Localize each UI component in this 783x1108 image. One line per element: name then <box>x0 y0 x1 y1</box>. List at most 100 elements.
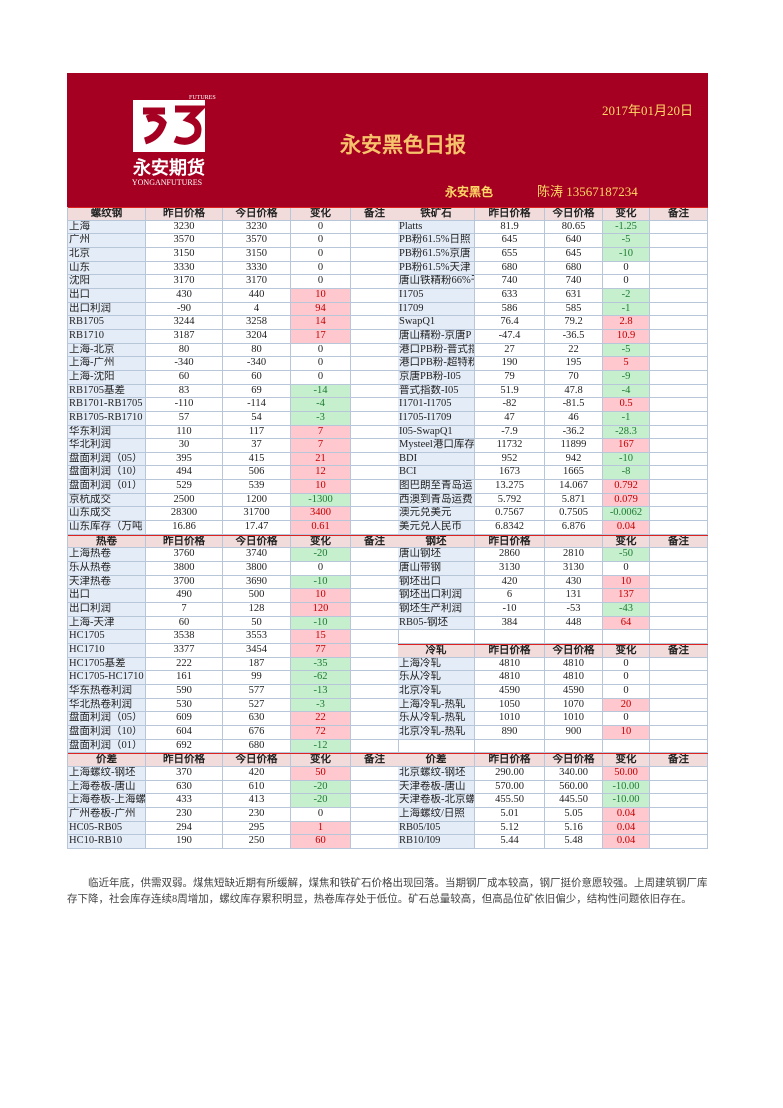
data-row: HC1705基差 222 187 -35 <box>68 657 399 672</box>
cell: 577 <box>223 684 291 699</box>
row-name: HC05-RB05 <box>68 821 146 836</box>
cell <box>650 589 708 604</box>
cell: 0 <box>603 684 650 699</box>
cell: 0 <box>291 562 351 576</box>
cell: 15 <box>291 630 351 644</box>
cell: 99 <box>223 671 291 685</box>
cell: 952 <box>475 452 545 467</box>
cell: 110 <box>146 425 223 440</box>
cell: 3170 <box>223 275 291 289</box>
cell <box>351 521 399 535</box>
row-name: RB1701-RB1705 <box>68 398 146 412</box>
row-name: PB粉61.5%日照 <box>398 234 475 248</box>
cell <box>351 712 399 726</box>
cell: 586 <box>475 302 545 317</box>
cell: 645 <box>545 247 603 262</box>
row-name: 上海卷板-上海螺 <box>68 794 146 808</box>
cell: -4 <box>603 384 650 399</box>
data-row: RB1710 3187 3204 17 <box>68 329 399 344</box>
cell: 77 <box>291 644 351 658</box>
cell: 3187 <box>146 329 223 344</box>
cell <box>545 630 603 644</box>
cell <box>650 821 708 836</box>
header-cell: 昨日价格 <box>146 208 223 221</box>
cell <box>650 220 708 235</box>
cell <box>650 616 708 631</box>
header-cell: 备注 <box>650 645 708 658</box>
cell <box>650 739 708 754</box>
cell: 530 <box>146 698 223 713</box>
cell: 5.871 <box>545 493 603 508</box>
row-name: 盘面利润（10） <box>68 725 146 740</box>
cell: 50 <box>291 766 351 781</box>
cell: -340 <box>146 357 223 371</box>
cell: 3760 <box>146 548 223 563</box>
cell <box>650 630 708 644</box>
data-row: 唐山精粉-京唐P -47.4 -36.5 10.9 <box>398 329 708 344</box>
cell <box>603 630 650 644</box>
row-name: I1701-I1705 <box>398 398 475 412</box>
row-name: 港口PB粉-超特粉 <box>398 357 475 371</box>
cell <box>351 725 399 740</box>
banner-art: FUTURES 永安期货 YONGANFUTURES 2017年01月20日 永… <box>132 95 693 199</box>
cell: 290.00 <box>475 766 545 781</box>
row-name: PB粉61.5%天津 <box>398 261 475 276</box>
cell <box>351 452 399 467</box>
cell: 490 <box>146 589 223 604</box>
cell: 1010 <box>475 712 545 726</box>
data-row: I1709 586 585 -1 <box>398 302 708 317</box>
data-row: RB1705-RB1710 57 54 -3 <box>68 411 399 426</box>
cell: 6 <box>475 589 545 604</box>
cell: 190 <box>146 835 223 849</box>
cell: 161 <box>146 671 223 685</box>
cell <box>351 507 399 522</box>
cell: -10 <box>603 247 650 262</box>
cell: 167 <box>603 439 650 453</box>
row-name: 唐山铁精粉66%干 <box>398 275 475 289</box>
cell: 0 <box>603 657 650 672</box>
cell <box>650 275 708 289</box>
cell: 3570 <box>223 234 291 248</box>
cell <box>650 562 708 576</box>
cell: -50 <box>603 548 650 563</box>
cell: -2 <box>603 288 650 303</box>
row-name: 华北利润 <box>68 439 146 453</box>
cell: 230 <box>146 807 223 822</box>
data-row: RB1701-RB1705 -110 -114 -4 <box>68 398 399 412</box>
cell: 5.44 <box>475 835 545 849</box>
data-row: 上海冷轧-热轧 1050 1070 20 <box>398 698 708 713</box>
row-name: HC1710 <box>68 644 146 658</box>
cell <box>650 302 708 317</box>
cell: 0.7567 <box>475 507 545 522</box>
cell: 2810 <box>545 548 603 563</box>
cell: 0.61 <box>291 521 351 535</box>
cell: 12 <box>291 466 351 481</box>
cell: 0 <box>603 275 650 289</box>
row-name: 广州卷板-广州 <box>68 807 146 822</box>
cell <box>650 671 708 685</box>
data-row: SwapQ1 76.4 79.2 2.8 <box>398 316 708 330</box>
cell: 14 <box>291 316 351 330</box>
row-name: 天津卷板-北京螺 <box>398 794 475 808</box>
cell: 3204 <box>223 329 291 344</box>
cell: 0 <box>291 370 351 385</box>
row-name: 山东库存（万吨 <box>68 521 146 535</box>
cell <box>351 288 399 303</box>
row-name: SwapQ1 <box>398 316 475 330</box>
row-name: 上海 <box>68 220 146 235</box>
cell <box>351 466 399 481</box>
cell: -10.00 <box>603 780 650 795</box>
cell: 655 <box>475 247 545 262</box>
cell <box>650 288 708 303</box>
row-name: PB粉61.5%京唐 <box>398 247 475 262</box>
cell <box>351 644 399 658</box>
cell: 0.079 <box>603 493 650 508</box>
data-row: 图巴朗至青岛运 13.275 14.067 0.792 <box>398 480 708 494</box>
cell: 10 <box>291 288 351 303</box>
data-row: 普式指数-I05 51.9 47.8 -4 <box>398 384 708 399</box>
cell: 4810 <box>475 671 545 685</box>
row-name: I1705 <box>398 288 475 303</box>
banner: FUTURES 永安期货 YONGANFUTURES 2017年01月20日 永… <box>67 73 708 207</box>
cell: 0.04 <box>603 521 650 535</box>
cell: 11899 <box>545 439 603 453</box>
